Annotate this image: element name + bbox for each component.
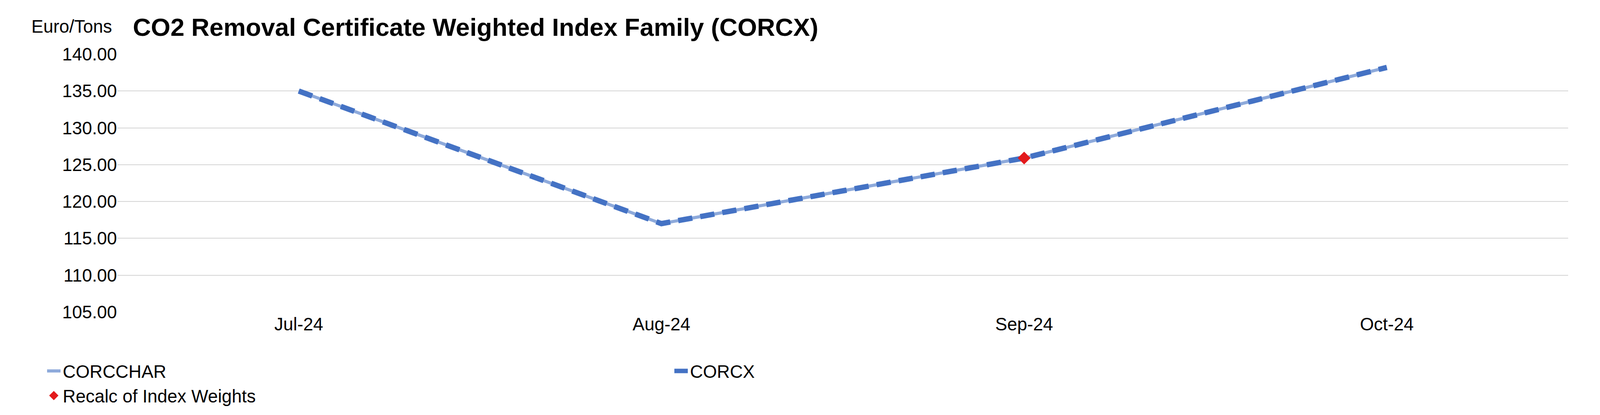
svg-text:140.00: 140.00 (62, 44, 117, 65)
svg-text:Euro/Tons: Euro/Tons (31, 16, 113, 37)
svg-text:135.00: 135.00 (62, 81, 117, 101)
svg-text:Jul-24: Jul-24 (274, 314, 324, 335)
svg-text:CORCX: CORCX (690, 362, 755, 382)
svg-text:Recalc of Index Weights: Recalc of Index Weights (62, 386, 256, 407)
svg-text:105.00: 105.00 (62, 302, 117, 323)
svg-text:125.00: 125.00 (62, 155, 117, 175)
svg-text:120.00: 120.00 (62, 191, 117, 212)
svg-text:CO2 Removal Certificate Weight: CO2 Removal Certificate Weighted Index F… (132, 12, 819, 42)
svg-text:130.00: 130.00 (62, 118, 117, 139)
svg-text:Aug-24: Aug-24 (632, 314, 691, 335)
svg-text:115.00: 115.00 (63, 228, 117, 249)
svg-text:Sep-24: Sep-24 (995, 314, 1053, 335)
svg-text:CORCCHAR: CORCCHAR (62, 362, 167, 382)
svg-text:110.00: 110.00 (63, 265, 117, 286)
svg-text:Oct-24: Oct-24 (1359, 314, 1414, 335)
